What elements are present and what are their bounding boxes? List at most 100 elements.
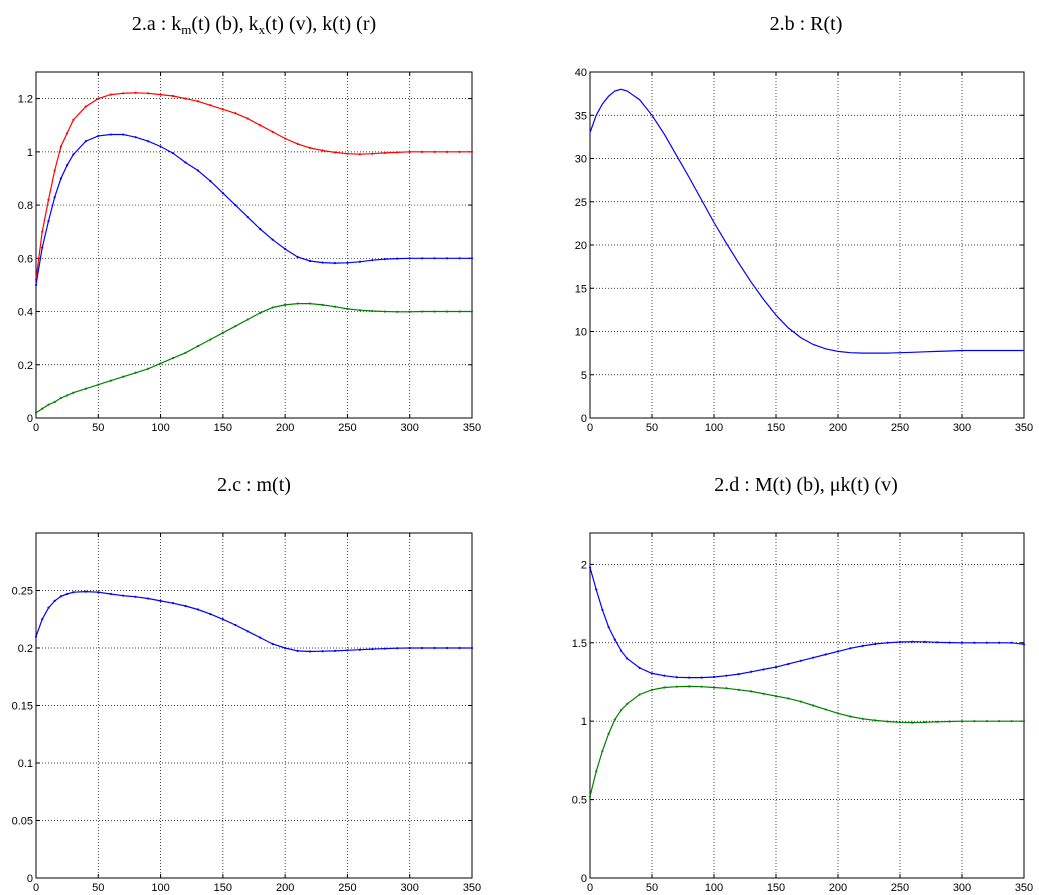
x-tick-label: 200 (829, 422, 847, 434)
data-point (650, 688, 654, 691)
x-tick-label: 150 (214, 882, 232, 894)
data-point (209, 180, 212, 183)
data-point (371, 648, 374, 651)
data-point (421, 150, 424, 153)
data-point (321, 261, 324, 264)
x-tick-label: 100 (151, 422, 169, 434)
data-point (59, 595, 63, 598)
data-point (408, 646, 411, 650)
panel-title: 2.c : m(t) (217, 474, 291, 496)
data-point (960, 720, 964, 723)
x-tick-label: 0 (33, 882, 39, 894)
data-point (371, 259, 374, 262)
data-point (41, 246, 44, 249)
data-point (53, 400, 56, 404)
data-point (47, 606, 50, 609)
data-point (171, 152, 175, 155)
data-point (308, 302, 312, 305)
data-point (84, 387, 87, 390)
x-tick-label: 300 (953, 422, 971, 434)
title-part: 2.b : R(t) (770, 13, 843, 35)
y-tick-label: 15 (575, 283, 587, 295)
data-point (34, 411, 38, 414)
data-point (97, 591, 100, 594)
data-point (911, 721, 914, 724)
data-point (59, 396, 63, 400)
data-point (607, 625, 610, 629)
data-point (663, 674, 666, 677)
data-point (284, 303, 287, 306)
data-point (874, 642, 877, 646)
x-tick-label: 300 (401, 882, 419, 894)
x-tick-label: 350 (1015, 882, 1033, 894)
data-point (308, 259, 312, 263)
data-point (421, 646, 424, 650)
data-point (588, 795, 592, 798)
data-point (750, 670, 753, 673)
data-point (66, 132, 69, 135)
panel-c: 2.c : m(t) 0 50 100 150 200 250 300 350 0 0.05 0.1 0… (12, 474, 482, 894)
data-point (408, 150, 411, 153)
data-point (998, 720, 1001, 723)
data-point (66, 164, 69, 167)
x-tick-label: 150 (767, 882, 785, 894)
data-point (688, 685, 691, 688)
data-point (53, 169, 56, 172)
data-point (221, 192, 224, 195)
data-point (72, 153, 75, 156)
data-point (688, 676, 691, 679)
y-tick-label: 30 (575, 154, 587, 166)
y-tick-label: 25 (575, 197, 587, 209)
y-tick-label: 0.1 (18, 758, 33, 770)
data-point (284, 137, 287, 140)
x-tick-label: 100 (151, 882, 169, 894)
data-point (147, 367, 150, 370)
panel-a: 2.a : km(t) (b), kx(t) (v), k(t) (r) 0 50 1… (18, 13, 481, 434)
data-point (737, 673, 740, 676)
data-point (84, 105, 87, 108)
x-tick-label: 50 (646, 882, 658, 894)
data-point (638, 666, 641, 669)
data-point (346, 152, 349, 155)
data-point (923, 640, 926, 643)
data-point (109, 379, 112, 382)
data-point (613, 638, 616, 641)
data-point (109, 133, 112, 136)
y-tick-label: 0.05 (12, 816, 33, 828)
data-point (358, 309, 361, 312)
data-point (650, 672, 654, 675)
title-part: 2.c : m(t) (217, 474, 291, 496)
x-tick-label: 0 (587, 882, 593, 894)
data-point (371, 309, 374, 313)
data-point (196, 345, 200, 348)
data-point (134, 595, 137, 598)
x-tick-label: 50 (92, 882, 104, 894)
data-point (159, 145, 162, 148)
x-tick-label: 250 (338, 422, 356, 434)
y-tick-label: 0.2 (18, 360, 33, 372)
data-point (663, 686, 666, 689)
data-point (47, 198, 50, 201)
data-point (998, 641, 1001, 644)
data-point (84, 140, 87, 143)
data-point (433, 150, 436, 153)
x-tick-label: 200 (276, 422, 294, 434)
data-point (72, 391, 75, 394)
data-point (184, 351, 187, 354)
data-point (700, 676, 703, 679)
data-point (134, 91, 137, 94)
data-point (626, 702, 629, 706)
y-tick-label: 0 (581, 873, 587, 885)
data-point (712, 686, 716, 689)
data-point (601, 608, 604, 611)
data-point (171, 602, 175, 605)
data-point (308, 146, 312, 149)
x-tick-label: 250 (338, 882, 356, 894)
data-point (41, 407, 44, 410)
data-point (799, 700, 802, 703)
title-part: 2.a : k (132, 13, 181, 35)
data-point (234, 325, 237, 328)
data-point (284, 646, 287, 650)
data-point (196, 169, 200, 172)
data-point (595, 588, 598, 591)
